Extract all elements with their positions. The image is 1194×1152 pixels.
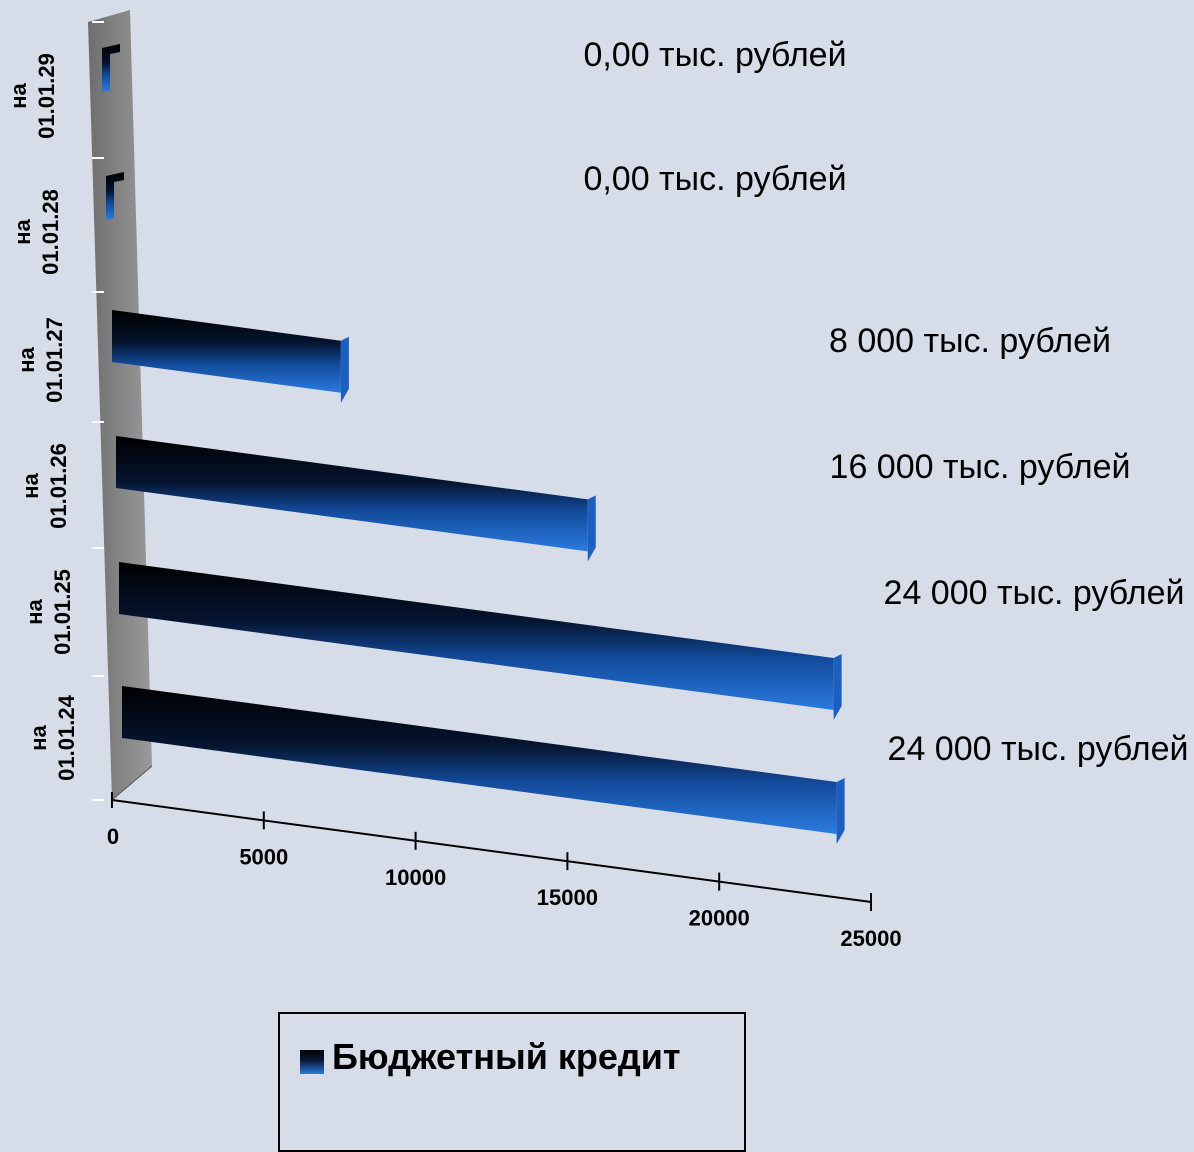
- data-label: 8 000 тыс. рублей: [829, 322, 1111, 360]
- bar: [106, 172, 124, 220]
- bar: [116, 436, 596, 562]
- bar-zero: [106, 172, 124, 220]
- bar-face: [119, 562, 834, 711]
- category-label: на 01.01.24: [26, 694, 79, 780]
- x-tick-label: 25000: [840, 926, 901, 951]
- bar-face: [122, 686, 837, 835]
- category-label: на 01.01.28: [10, 189, 63, 275]
- bar-end-cap: [587, 495, 596, 562]
- category-label: на 01.01.29: [6, 53, 59, 139]
- back-wall: [88, 10, 152, 800]
- bar-face: [116, 436, 588, 552]
- bar: [102, 44, 120, 92]
- x-tick-label: 5000: [239, 844, 288, 869]
- x-tick-label: 15000: [537, 885, 598, 910]
- data-label: 24 000 тыс. рублей: [884, 574, 1185, 612]
- category-label: на 01.01.25: [22, 569, 75, 655]
- x-tick-label: 10000: [385, 865, 446, 890]
- legend-swatch: [300, 1050, 324, 1074]
- bar: [122, 686, 845, 845]
- data-label: 0,00 тыс. рублей: [583, 36, 846, 74]
- category-label: на 01.01.26: [18, 443, 71, 529]
- data-label: 16 000 тыс. рублей: [830, 448, 1131, 486]
- floor-edge: [111, 765, 153, 801]
- bar-face: [112, 310, 341, 393]
- legend: Бюджетный кредит: [278, 1012, 746, 1152]
- data-label: 0,00 тыс. рублей: [583, 160, 846, 198]
- bar-zero: [102, 44, 120, 92]
- bar-end-cap: [836, 778, 845, 845]
- bar-end-cap: [340, 336, 349, 403]
- legend-label: Бюджетный кредит: [332, 1036, 681, 1077]
- bar: [112, 310, 349, 403]
- x-axis-line: [111, 799, 872, 903]
- x-tick-label: 20000: [689, 906, 750, 931]
- x-tick-label: 0: [107, 824, 119, 849]
- category-label: на 01.01.27: [14, 317, 67, 403]
- data-label: 24 000 тыс. рублей: [888, 730, 1189, 768]
- bar-end-cap: [833, 654, 842, 721]
- bar: [119, 562, 842, 721]
